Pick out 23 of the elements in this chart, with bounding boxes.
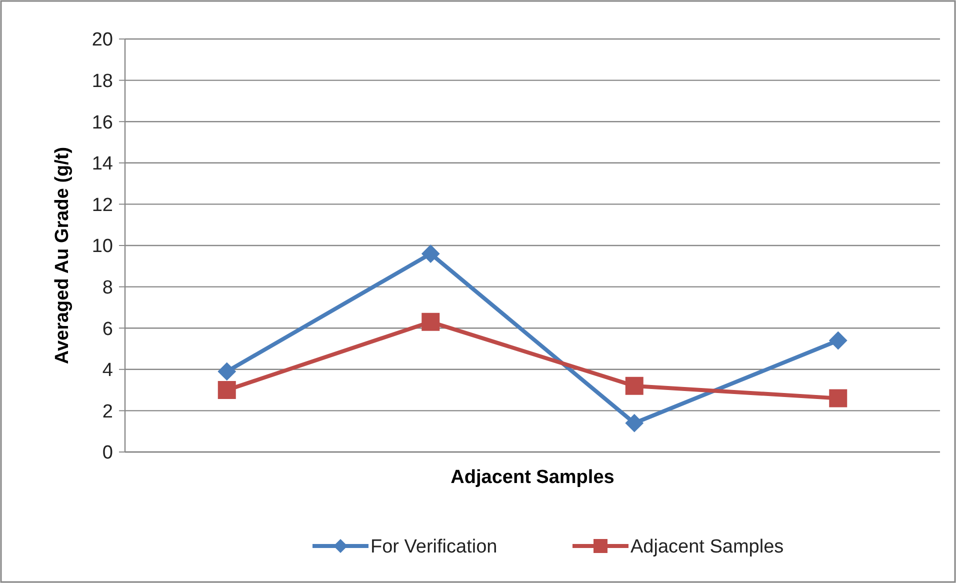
point bbox=[422, 244, 440, 263]
y-tick-label: 16 bbox=[92, 112, 113, 134]
y-tick-label: 0 bbox=[102, 442, 113, 464]
y-tick-label: 14 bbox=[92, 154, 114, 175]
point bbox=[218, 381, 236, 400]
point bbox=[829, 331, 848, 350]
y-tick-label: 8 bbox=[102, 277, 113, 298]
y-axis-title: Averaged Au Grade (g/t) bbox=[52, 146, 73, 364]
point bbox=[829, 389, 848, 408]
y-tick-label: 10 bbox=[92, 236, 113, 258]
y-tick-label: 4 bbox=[102, 360, 114, 382]
legend-label: Adjacent Samples bbox=[630, 536, 784, 558]
y-tick-label: 12 bbox=[92, 194, 113, 216]
legend-label: For Verification bbox=[370, 536, 498, 558]
point bbox=[625, 414, 644, 432]
point bbox=[422, 312, 440, 331]
y-tick-label: 20 bbox=[92, 30, 113, 51]
y-tick-label: 2 bbox=[102, 401, 113, 422]
point bbox=[218, 362, 236, 380]
y-tick-label: 6 bbox=[102, 318, 113, 340]
point bbox=[625, 376, 644, 395]
x-axis-title: Adjacent Samples bbox=[450, 467, 614, 488]
y-tick-label: 18 bbox=[92, 70, 113, 92]
